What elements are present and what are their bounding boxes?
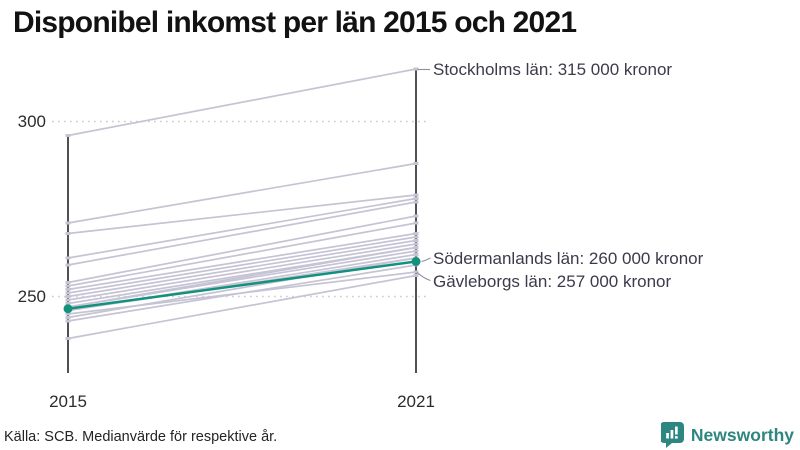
annotation-gavleborg: Gävleborgs län: 257 000 kronor bbox=[433, 272, 672, 291]
chart-title: Disponibel inkomst per län 2015 och 2021 bbox=[13, 6, 577, 39]
x-axis-label-2021: 2021 bbox=[397, 392, 435, 411]
newsworthy-logo[interactable]: Newsworthy bbox=[659, 422, 794, 448]
y-axis-tick-250: 250 bbox=[17, 287, 46, 306]
newsworthy-wordmark: Newsworthy bbox=[690, 425, 794, 445]
source-note: Källa: SCB. Medianvärde för respektive å… bbox=[4, 429, 278, 445]
newsworthy-bar-chart-bubble-icon bbox=[659, 422, 684, 448]
annotation-stockholm: Stockholms län: 315 000 kronor bbox=[433, 60, 673, 79]
y-axis-tick-300: 300 bbox=[17, 112, 46, 131]
annotation-sodermanland: Södermanlands län: 260 000 kronor bbox=[433, 249, 704, 268]
x-axis-label-2015: 2015 bbox=[49, 392, 87, 411]
